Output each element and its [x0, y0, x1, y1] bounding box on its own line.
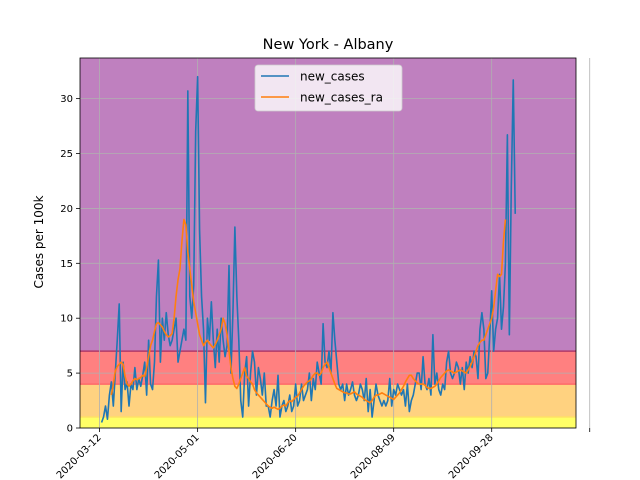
plot-frame	[79, 57, 577, 429]
y-tick-label: 30	[60, 94, 73, 105]
y-tick-label: 15	[60, 259, 73, 270]
y-axis-label: Cases per 100k	[32, 195, 46, 288]
legend-new-cases-label: new_cases	[300, 70, 365, 84]
legend: new_cases new_cases_ra	[254, 64, 403, 112]
chart-title: New York - Albany	[263, 37, 394, 53]
x-tick-label: 2020-03-12	[55, 432, 104, 480]
y-tick-label: 10	[60, 314, 73, 325]
legend-new-cases-ra-label: new_cases_ra	[300, 91, 383, 105]
x-tick-label: 2020-05-01	[153, 432, 202, 480]
x-tick-label: 2020-09-28	[447, 432, 496, 480]
x-tick-label: 2020-08-09	[349, 432, 398, 480]
risk-band-0	[80, 417, 576, 428]
y-tick-label: 20	[60, 204, 73, 215]
series-line-new-cases-ra	[110, 218, 507, 411]
series-lines	[100, 75, 517, 423]
x-axis: 2020-03-12 2020-05-01 2020-06-20 2020-08-09…	[55, 428, 591, 480]
y-tick-label: 0	[67, 424, 73, 435]
y-axis: 0 5 10 15 20 25 30	[60, 94, 80, 435]
y-tick-label: 5	[67, 369, 73, 380]
legend-box	[254, 64, 403, 112]
risk-bands	[80, 58, 576, 428]
y-tick-label: 25	[60, 149, 73, 160]
risk-band-1	[80, 384, 576, 418]
x-tick-label: 2020-06-20	[251, 432, 300, 480]
